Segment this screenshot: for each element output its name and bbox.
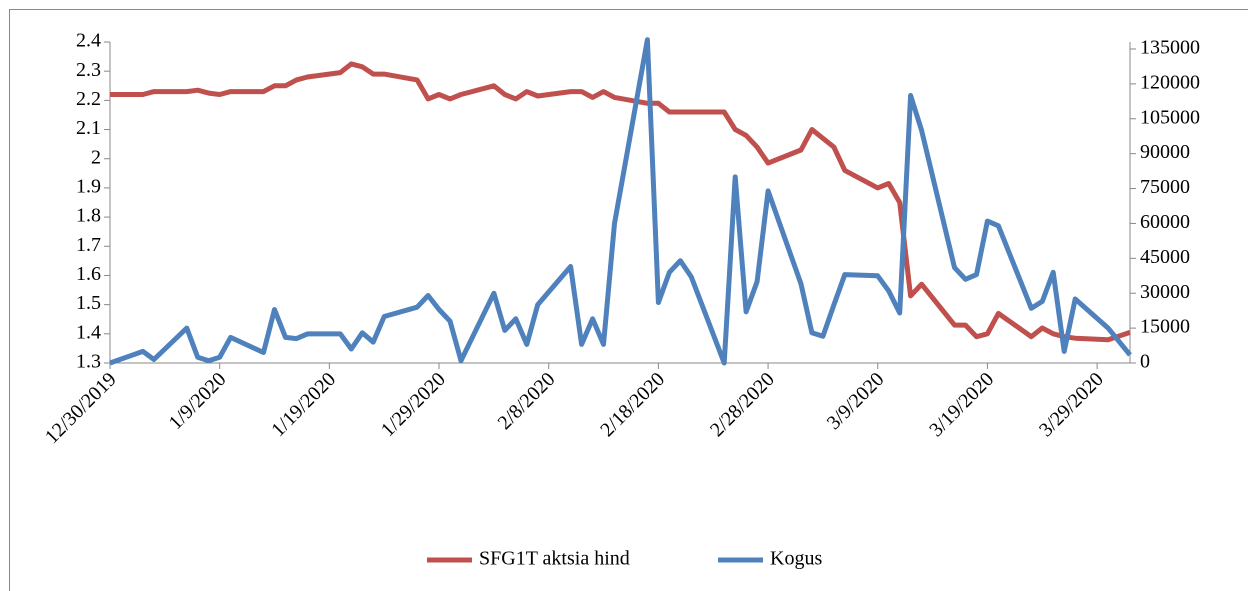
chart-border [9, 9, 1248, 591]
y-tick-label: 1.4 [76, 321, 101, 343]
y-tick-label: 2.4 [76, 30, 101, 52]
y-tick-label: 1.7 [76, 234, 101, 256]
legend-label: Kogus [770, 548, 822, 570]
y-tick-label: 1.3 [76, 351, 101, 373]
x-tick-label: 3/19/2020 [925, 368, 998, 441]
y-tick-label: 2.2 [76, 88, 101, 110]
y2-tick-label: 15000 [1140, 316, 1190, 338]
y-tick-label: 2.3 [76, 59, 101, 81]
y2-tick-label: 135000 [1140, 37, 1200, 59]
series-line [109, 37, 1132, 366]
y-tick-label: 2.1 [76, 117, 101, 139]
x-tick-label: 1/9/2020 [165, 368, 231, 434]
y2-tick-label: 120000 [1140, 71, 1200, 93]
x-tick-label: 1/19/2020 [267, 368, 340, 441]
x-tick-label: 2/28/2020 [706, 368, 779, 441]
y2-tick-label: 30000 [1140, 281, 1190, 303]
y-tick-label: 2 [91, 146, 101, 168]
y2-tick-label: 0 [1140, 351, 1150, 373]
y2-tick-label: 75000 [1140, 176, 1190, 198]
y-tick-label: 1.6 [76, 263, 101, 285]
y-tick-label: 1.8 [76, 205, 101, 227]
legend-label: SFG1T aktsia hind [479, 548, 630, 570]
series-line [110, 61, 1131, 343]
x-tick-label: 2/18/2020 [596, 368, 669, 441]
x-tick-label: 12/30/2019 [41, 368, 121, 448]
y2-tick-label: 105000 [1140, 106, 1200, 128]
y2-tick-label: 90000 [1140, 141, 1190, 163]
y2-tick-label: 45000 [1140, 246, 1190, 268]
x-tick-label: 1/29/2020 [377, 368, 450, 441]
y-tick-label: 1.9 [76, 176, 101, 198]
x-tick-label: 3/9/2020 [823, 368, 889, 434]
x-tick-label: 2/8/2020 [494, 368, 560, 434]
y2-tick-label: 60000 [1140, 211, 1190, 233]
x-tick-label: 3/29/2020 [1035, 368, 1108, 441]
y-tick-label: 1.5 [76, 292, 101, 314]
